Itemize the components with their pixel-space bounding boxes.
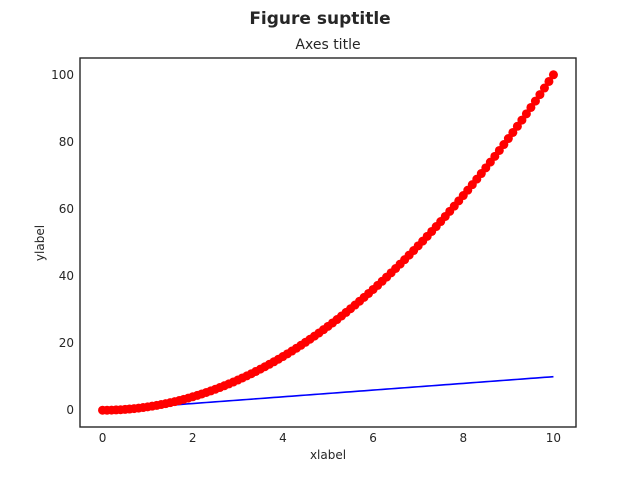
plot-area — [98, 70, 558, 415]
y-tick-label: 80 — [59, 135, 74, 149]
y-axis-label: ylabel — [33, 225, 47, 261]
axes-frame — [79, 57, 577, 428]
data-point — [544, 76, 554, 86]
x-tick-label: 6 — [369, 431, 377, 445]
data-point — [539, 83, 549, 93]
x-tick-label: 0 — [99, 431, 107, 445]
x-tick-label: 8 — [459, 431, 467, 445]
x-axis-label: xlabel — [310, 448, 346, 462]
axes-title: Axes title — [295, 37, 360, 53]
figure-suptitle: Figure suptitle — [249, 9, 390, 29]
y-tick-label: 60 — [59, 202, 74, 216]
data-point — [526, 102, 536, 112]
data-point — [530, 96, 540, 106]
x-tick-label: 4 — [279, 431, 287, 445]
x-tick-label: 2 — [189, 431, 197, 445]
y-tick-label: 20 — [59, 336, 74, 350]
data-point — [517, 115, 527, 125]
data-point — [548, 70, 558, 80]
y-tick-label: 40 — [59, 269, 74, 283]
x-tick-label: 10 — [546, 431, 561, 445]
y-tick-label: 100 — [51, 68, 74, 82]
data-point — [512, 121, 522, 131]
data-point — [521, 109, 531, 119]
y-tick-label: 0 — [66, 403, 74, 417]
data-point — [535, 90, 545, 100]
